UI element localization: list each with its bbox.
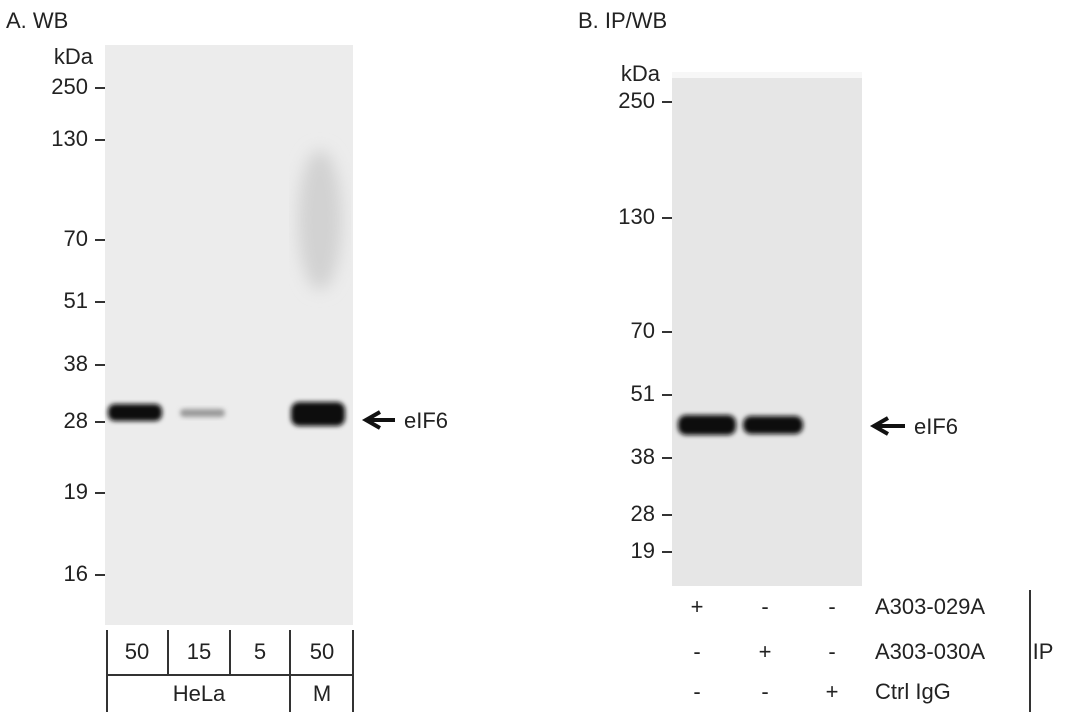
lane-load: 50 (125, 639, 149, 664)
arrow (361, 410, 395, 430)
unit-label: kDa (621, 61, 661, 86)
band-label: eIF6 (404, 408, 448, 433)
marker-label: 16 (64, 561, 88, 586)
row-group-label: IP (1033, 639, 1054, 664)
band (180, 409, 225, 417)
blot-b (672, 72, 862, 586)
lane-load: 50 (310, 639, 334, 664)
marker-label: 28 (64, 408, 88, 433)
band (291, 402, 345, 426)
band-label: eIF6 (914, 414, 958, 439)
ip-mark: - (761, 679, 768, 704)
ip-mark: - (693, 679, 700, 704)
ip-label: A303-030A (875, 639, 985, 664)
marker-label: 51 (631, 381, 655, 406)
lane-group: HeLa (173, 681, 226, 706)
ip-mark: - (761, 594, 768, 619)
marker-label: 250 (51, 74, 88, 99)
marker-label: 38 (631, 444, 655, 469)
well-edge (672, 72, 862, 78)
marker-label: 19 (64, 479, 88, 504)
ip-mark: - (828, 639, 835, 664)
marker-label: 19 (631, 538, 655, 563)
blot-a (105, 45, 353, 625)
ip-mark: + (691, 594, 704, 619)
ip-label: A303-029A (875, 594, 985, 619)
lane-group: M (313, 681, 331, 706)
ip-mark: + (826, 679, 839, 704)
smear (298, 150, 342, 290)
marker-label: 70 (631, 318, 655, 343)
ip-mark: + (759, 639, 772, 664)
marker-label: 130 (618, 204, 655, 229)
band (108, 404, 162, 421)
marker-label: 130 (51, 126, 88, 151)
lane-load: 15 (187, 639, 211, 664)
panel-title: B. IP/WB (578, 8, 667, 33)
lane-load: 5 (254, 639, 266, 664)
marker-label: 38 (64, 351, 88, 376)
ip-mark: - (828, 594, 835, 619)
ip-label: Ctrl IgG (875, 679, 951, 704)
marker-label: 250 (618, 88, 655, 113)
lane-table (106, 630, 354, 712)
marker-label: 51 (64, 288, 88, 313)
panel-title: A. WB (6, 8, 68, 33)
ip-mark: - (693, 639, 700, 664)
band (743, 416, 803, 434)
band (678, 415, 736, 435)
marker-label: 70 (64, 226, 88, 251)
arrow (869, 416, 905, 436)
marker-label: 28 (631, 501, 655, 526)
unit-label: kDa (54, 44, 94, 69)
